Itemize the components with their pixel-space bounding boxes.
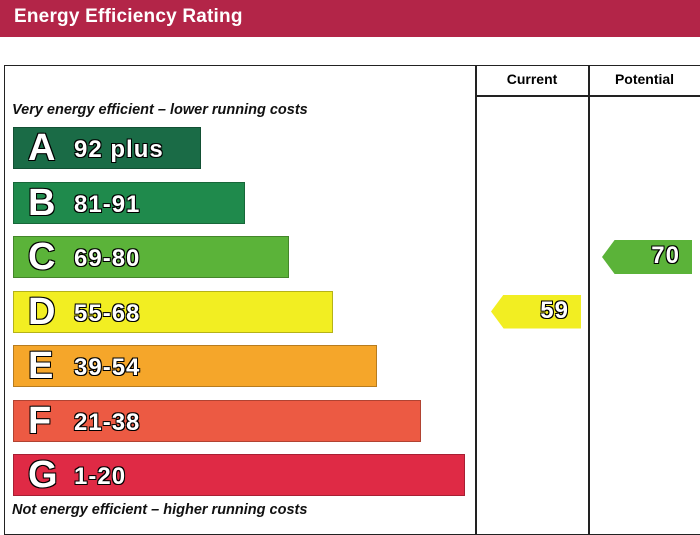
band-letter: G bbox=[28, 454, 58, 496]
current-rating-arrow: 59 bbox=[491, 294, 581, 329]
potential-rating-arrow: 70 bbox=[602, 240, 692, 274]
title-bar: Energy Efficiency Rating bbox=[0, 0, 700, 37]
band-range: 92 plus bbox=[74, 136, 164, 163]
band-range: 81-91 bbox=[74, 190, 141, 218]
column-header-potential: Potential bbox=[614, 71, 675, 87]
header-rule bbox=[475, 95, 700, 97]
divider-current bbox=[475, 65, 477, 535]
band-g: G 1-20 bbox=[13, 454, 465, 496]
band-a: A 92 plus bbox=[13, 127, 201, 169]
band-range: 39-54 bbox=[74, 354, 141, 381]
band-range: 21-38 bbox=[74, 408, 141, 436]
note-bottom: Not energy efficient – higher running co… bbox=[12, 502, 308, 518]
band-letter: F bbox=[28, 399, 52, 442]
band-letter: D bbox=[28, 290, 56, 333]
current-rating-value: 59 bbox=[540, 296, 569, 324]
divider-potential bbox=[588, 65, 590, 535]
column-header-current: Current bbox=[506, 71, 558, 87]
band-f: F 21-38 bbox=[13, 399, 421, 442]
band-letter: A bbox=[28, 127, 56, 169]
band-letter: C bbox=[28, 236, 56, 278]
band-letter: B bbox=[28, 181, 56, 224]
band-range: 55-68 bbox=[74, 299, 141, 327]
band-range: 69-80 bbox=[74, 245, 141, 272]
band-range: 1-20 bbox=[74, 463, 127, 490]
band-letter: E bbox=[28, 345, 54, 387]
band-e: E 39-54 bbox=[13, 345, 377, 387]
note-top: Very energy efficient – lower running co… bbox=[12, 102, 308, 118]
potential-rating-value: 70 bbox=[651, 242, 680, 269]
band-b: B 81-91 bbox=[13, 181, 245, 224]
chart-title: Energy Efficiency Rating bbox=[14, 6, 243, 27]
band-c: C 69-80 bbox=[13, 236, 289, 278]
band-d: D 55-68 bbox=[13, 290, 333, 333]
